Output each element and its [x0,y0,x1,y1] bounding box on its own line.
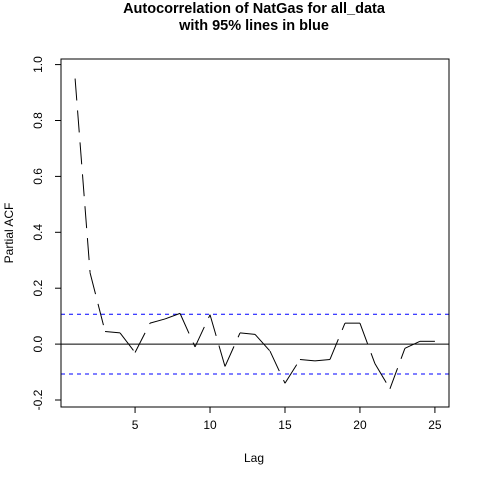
x-axis-label: Lag [244,451,264,465]
x-tick-label-5: 5 [132,418,139,432]
pacf-line-segment-4 [119,332,136,353]
pacf-line-segment-13 [254,333,271,352]
pacf-line-segment-7 [164,312,181,320]
pacf-line-segment-3 [105,331,121,334]
pacf-line-segment-16 [299,358,316,362]
pacf-line-segment-12 [239,332,256,335]
pacf-line-segment-9 [194,314,211,348]
pacf-line-segment-2 [89,272,106,332]
reference-lines [61,313,449,375]
chart-title-line-2: with 95% lines in blue [178,18,329,34]
pacf-line-segment-11 [224,332,241,367]
y-tick-label-0.6: 0.6 [31,168,45,185]
pacf-line-segment-23 [404,340,421,349]
plot-frame [60,58,450,408]
y-tick-label-0.0: 0.0 [31,335,45,352]
pacf-line-segment-17 [314,358,331,362]
pacf-line-segment-10 [209,314,226,367]
y-tick-label--0.2: -0.2 [31,389,45,410]
pacf-line-segment-1 [74,78,91,273]
x-tick-label-10: 10 [203,418,217,432]
y-tick-label-1.0: 1.0 [31,56,45,73]
pacf-line-segment-20 [359,322,376,364]
pacf-line-segment-22 [389,348,406,390]
pacf-line-segment-8 [179,313,196,348]
x-tick-label-25: 25 [428,418,442,432]
pacf-line-segment-14 [269,350,286,384]
pacf-series [74,78,435,390]
pacf-line-segment-6 [149,318,166,324]
pacf-line-segment-5 [134,322,151,353]
y-tick-label-0.8: 0.8 [31,112,45,129]
x-tick-label-15: 15 [278,418,292,432]
chart-title-line-1: Autocorrelation of NatGas for all_data [123,1,386,17]
pacf-line-segment-18 [329,322,346,360]
y-tick-label-0.4: 0.4 [31,224,45,241]
axes: 5 10 15 20 25 -0.2 0.0 0.2 0.4 0.6 0.8 1.0 [31,56,442,432]
y-tick-label-0.2: 0.2 [31,280,45,297]
y-axis-label: Partial ACF [2,203,16,264]
pacf-line-segment-21 [374,363,391,390]
pacf-line-segment-15 [284,359,301,384]
x-tick-label-20: 20 [353,418,367,432]
